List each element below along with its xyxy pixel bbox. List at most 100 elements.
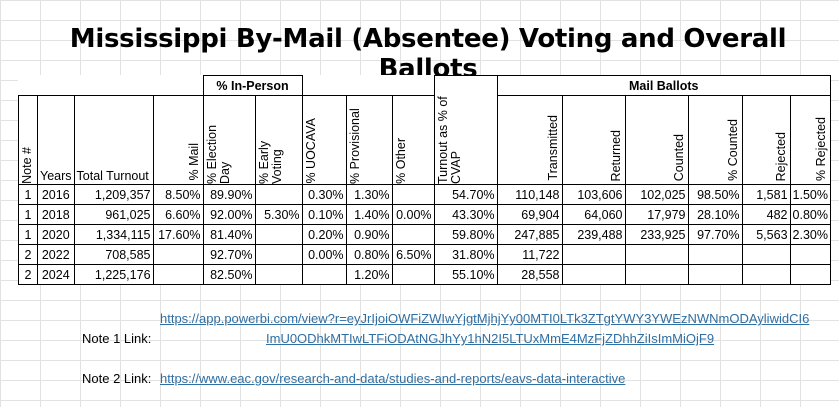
table-cell xyxy=(624,244,689,265)
in-person-group-header: % In-Person xyxy=(202,75,303,96)
table-cell: 97.70% xyxy=(687,224,743,245)
table-cell: 1.40% xyxy=(345,204,393,225)
table-cell: 708,585 xyxy=(73,244,154,265)
rejected-header: Rejected xyxy=(741,95,791,185)
table-cell xyxy=(254,264,303,285)
pct-mail-header: % Mail xyxy=(152,95,204,185)
note1-label: Note 1 Link: xyxy=(82,331,152,346)
table-cell: 98.50% xyxy=(687,184,743,205)
table-cell: 89.90% xyxy=(202,184,256,205)
note1-link-line1[interactable]: https://app.powerbi.com/view?r=eyJrIjoiO… xyxy=(160,311,810,326)
table-cell xyxy=(254,184,303,205)
pct-mail-label: % Mail xyxy=(186,143,201,181)
table-cell xyxy=(152,264,204,285)
pct-other-header: % Other xyxy=(391,95,435,185)
table-cell: 8.50% xyxy=(152,184,204,205)
turnout-cvap-header: Turnout as % of CVAP xyxy=(433,75,498,185)
table-cell: 92.70% xyxy=(202,244,256,265)
table-cell: 11,722 xyxy=(496,244,563,265)
counted-header: Counted xyxy=(624,95,689,185)
table-cell xyxy=(561,264,626,285)
table-cell xyxy=(561,244,626,265)
table-cell xyxy=(687,264,743,285)
note1-link-line2[interactable]: ImU0ODhkMTIwLTFiODAtNGJhYy1hN2I5LTUxMmE4… xyxy=(266,331,715,346)
table-cell: 28,558 xyxy=(496,264,563,285)
rejected-label: Rejected xyxy=(773,131,788,181)
pct-other-label: % Other xyxy=(393,138,408,184)
note2-link[interactable]: https://www.eac.gov/research-and-data/st… xyxy=(160,371,626,386)
table-cell: 0.20% xyxy=(301,224,347,245)
table-cell: 1.30% xyxy=(345,184,393,205)
table-cell: 55.10% xyxy=(433,264,498,285)
turnout-cvap-label: Turnout as % of CVAP xyxy=(435,96,463,184)
pct-uocava-header: % UOCAVA xyxy=(301,95,347,185)
table-cell: 59.80% xyxy=(433,224,498,245)
table-cell: 1 xyxy=(18,204,38,225)
table-cell: 110,148 xyxy=(496,184,563,205)
table-cell: 54.70% xyxy=(433,184,498,205)
table-cell: 1,581 xyxy=(741,184,791,205)
table-row: 2 2022 708,585 92.70% 0.00% 0.80% 6.50% 31.80% 1… xyxy=(18,244,831,265)
table-cell: 69,904 xyxy=(496,204,563,225)
table-cell: 1,209,357 xyxy=(73,184,154,205)
table-cell: 0.00% xyxy=(301,244,347,265)
table-cell: 482 xyxy=(741,204,791,225)
table-row: 1 2018 961,025 6.60% 92.00% 5.30% 0.10% 1.40% 0.… xyxy=(18,204,831,225)
years-header: Years xyxy=(37,95,75,185)
table-cell: 2.30% xyxy=(789,224,831,245)
table-cell: 2016 xyxy=(37,184,75,205)
table-cell: 43.30% xyxy=(433,204,498,225)
table-cell xyxy=(741,244,791,265)
pct-election-day-header: % Election Day xyxy=(202,95,256,185)
table-cell: 82.50% xyxy=(202,264,256,285)
table-cell: 247,885 xyxy=(496,224,563,245)
table-cell: 0.90% xyxy=(345,224,393,245)
table-cell: 0.10% xyxy=(301,204,347,225)
table-cell: 2 xyxy=(18,244,38,265)
table-row: 2 2024 1,225,176 82.50% 1.20% 55.10% 28,558 xyxy=(18,264,831,285)
table-cell xyxy=(152,244,204,265)
table-cell: 64,060 xyxy=(561,204,626,225)
table-cell xyxy=(789,244,831,265)
table-cell: 5.30% xyxy=(254,204,303,225)
table-cell: 17,979 xyxy=(624,204,689,225)
table-cell: 961,025 xyxy=(73,204,154,225)
table-cell xyxy=(391,224,435,245)
pct-uocava-label: % UOCAVA xyxy=(303,118,318,184)
table-cell: 28.10% xyxy=(687,204,743,225)
table-cell: 2024 xyxy=(37,264,75,285)
table-cell: 0.80% xyxy=(345,244,393,265)
table-cell: 92.00% xyxy=(202,204,256,225)
table-cell: 2 xyxy=(18,264,38,285)
total-turnout-header: Total Turnout xyxy=(73,95,154,185)
pct-rejected-header: % Rejected xyxy=(789,95,831,185)
table-cell: 17.60% xyxy=(152,224,204,245)
page-title: Mississippi By-Mail (Absentee) Voting an… xyxy=(69,24,787,84)
ballots-table: % In-Person Turnout as % of CVAP Mail Ba… xyxy=(18,75,831,285)
table-cell: 5,563 xyxy=(741,224,791,245)
pct-counted-header: % Counted xyxy=(687,95,743,185)
pct-election-day-label: % Election Day xyxy=(204,124,232,184)
table-row: 1 2016 1,209,357 8.50% 89.90% 0.30% 1.30% 54.70… xyxy=(18,184,831,205)
table-cell xyxy=(391,184,435,205)
table-cell: 233,925 xyxy=(624,224,689,245)
note-header-label: Note # xyxy=(20,147,34,184)
table-cell: 6.60% xyxy=(152,204,204,225)
table-cell xyxy=(254,244,303,265)
table-cell: 6.50% xyxy=(391,244,435,265)
counted-label: Counted xyxy=(671,133,686,181)
table-cell: 1.20% xyxy=(345,264,393,285)
table-cell: 1 xyxy=(18,184,38,205)
pct-rejected-label: % Rejected xyxy=(813,117,828,181)
pct-early-label: % Early Voting xyxy=(256,140,284,184)
table-cell xyxy=(687,244,743,265)
table-cell: 239,488 xyxy=(561,224,626,245)
note-header: Note # xyxy=(18,95,38,185)
table-cell: 1 xyxy=(18,224,38,245)
table-cell: 2020 xyxy=(37,224,75,245)
table-cell xyxy=(741,264,791,285)
pct-early-header: % Early Voting xyxy=(254,95,303,185)
table-cell: 1,225,176 xyxy=(73,264,154,285)
transmitted-label: Transmitted xyxy=(545,115,560,181)
returned-header: Returned xyxy=(561,95,626,185)
